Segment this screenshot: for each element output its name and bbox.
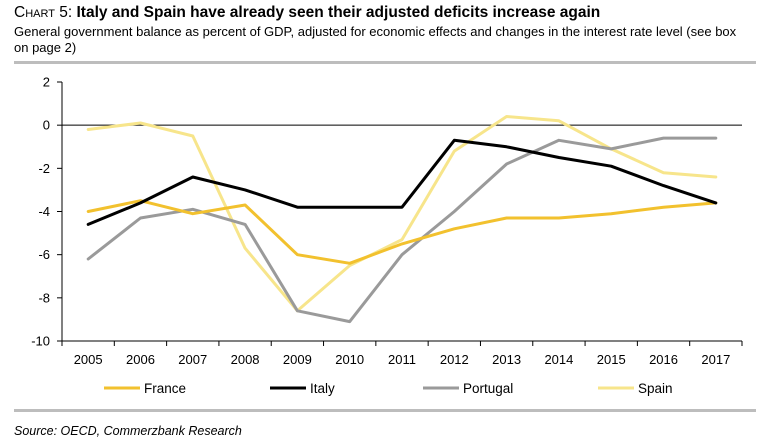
x-tick-label: 2016 [649, 352, 678, 367]
axes: 2 0 -2 -4 -6 -8 -10 2005 2006 2007 2008 2009 2010 201… [31, 75, 743, 367]
series-lines [86, 115, 718, 324]
x-tick-label: 2017 [701, 352, 730, 367]
legend-label-portugal: Portugal [463, 381, 513, 396]
y-tick-label: -2 [38, 161, 50, 176]
source-note: Source: OECD, Commerzbank Research [14, 424, 242, 438]
legend-label-france: France [144, 381, 186, 396]
x-tick-label: 2015 [597, 352, 626, 367]
chart-subtitle: General government balance as percent of… [14, 24, 737, 55]
chart-title: Chart 5: Italy and Spain have already se… [14, 4, 600, 22]
x-tick-label: 2012 [440, 352, 469, 367]
legend-label-spain: Spain [638, 381, 673, 396]
x-tick-label: 2007 [178, 352, 207, 367]
x-tick-label: 2013 [492, 352, 521, 367]
chart-headline: Italy and Spain have already seen their … [76, 4, 601, 21]
series-line-italy [86, 138, 718, 226]
series-line-portugal [86, 136, 718, 324]
y-tick-label: 2 [43, 75, 50, 90]
x-tick-label: 2006 [126, 352, 155, 367]
x-tick-label: 2009 [283, 352, 312, 367]
x-tick-label: 2008 [231, 352, 260, 367]
top-divider [14, 61, 756, 64]
x-tick-label: 2014 [544, 352, 573, 367]
y-tick-label: 0 [43, 118, 50, 133]
y-tick-label: -8 [38, 290, 50, 305]
legend: France Italy Portugal Spain [104, 381, 673, 396]
y-tick-label: -10 [31, 334, 50, 349]
x-tick-label: 2005 [74, 352, 103, 367]
bottom-divider [14, 409, 756, 412]
series-line-france [86, 199, 718, 265]
y-tick-label: -4 [38, 204, 50, 219]
chart-number-label: Chart 5: [14, 4, 73, 21]
x-tick-label: 2010 [335, 352, 364, 367]
legend-label-italy: Italy [310, 381, 335, 396]
y-tick-label: -6 [38, 247, 50, 262]
x-tick-label: 2011 [388, 352, 416, 367]
